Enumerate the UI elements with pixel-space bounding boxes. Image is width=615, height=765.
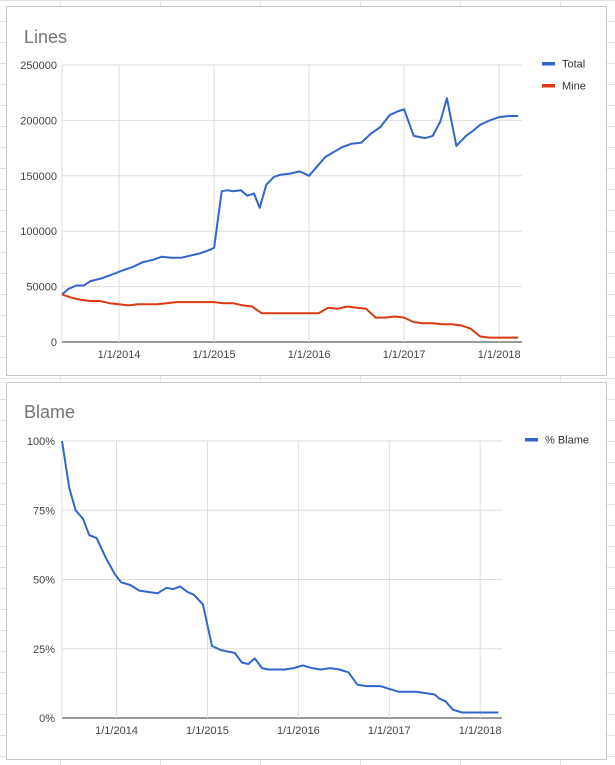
y-tick-label: 250000 xyxy=(20,60,57,72)
y-tick-label: 100000 xyxy=(20,226,57,238)
x-tick-label: 1/1/2017 xyxy=(368,725,411,737)
y-tick-label: 50% xyxy=(33,575,55,587)
y-tick-label: 200000 xyxy=(20,115,57,127)
x-tick-label: 1/1/2018 xyxy=(459,725,502,737)
x-tick-label: 1/1/2014 xyxy=(98,349,141,361)
series-line-mine[interactable] xyxy=(61,293,519,339)
x-tick-label: 1/1/2015 xyxy=(193,349,236,361)
series-line-total[interactable] xyxy=(61,97,519,296)
legend-label[interactable]: Total xyxy=(562,59,585,71)
y-tick-label: 0 xyxy=(51,337,57,349)
blame-chart-title: Blame xyxy=(24,402,75,422)
y-tick-label: 25% xyxy=(33,644,55,656)
lines-chart-title: Lines xyxy=(24,27,67,47)
x-tick-label: 1/1/2014 xyxy=(95,725,138,737)
x-tick-label: 1/1/2016 xyxy=(277,725,320,737)
y-tick-label: 100% xyxy=(27,436,55,448)
lines-chart[interactable]: Lines 250000 200000 150000 100000 50000 0 1/1/… xyxy=(6,6,607,376)
lines-chart-svg: Lines 250000 200000 150000 100000 50000 0 1/1/… xyxy=(20,27,586,361)
legend-label[interactable]: % Blame xyxy=(545,435,589,447)
x-tick-label: 1/1/2017 xyxy=(383,349,426,361)
x-tick-label: 1/1/2015 xyxy=(186,725,229,737)
legend-swatch xyxy=(542,62,555,66)
series-line-blame[interactable] xyxy=(61,440,499,714)
y-tick-label: 150000 xyxy=(20,171,57,183)
blame-chart-svg: Blame 100% 75% 50% 25% 0% 1/1/2014 1/1/2015 1/1… xyxy=(24,402,589,737)
legend-label[interactable]: Mine xyxy=(562,81,586,93)
legend-swatch xyxy=(525,438,538,442)
blame-chart[interactable]: Blame 100% 75% 50% 25% 0% 1/1/2014 1/1/2015 1/1… xyxy=(6,382,607,760)
x-tick-label: 1/1/2016 xyxy=(288,349,331,361)
y-tick-label: 50000 xyxy=(26,282,57,294)
y-tick-label: 0% xyxy=(39,713,55,725)
x-tick-label: 1/1/2018 xyxy=(478,349,521,361)
legend-swatch xyxy=(542,84,555,88)
y-tick-label: 75% xyxy=(33,505,55,517)
